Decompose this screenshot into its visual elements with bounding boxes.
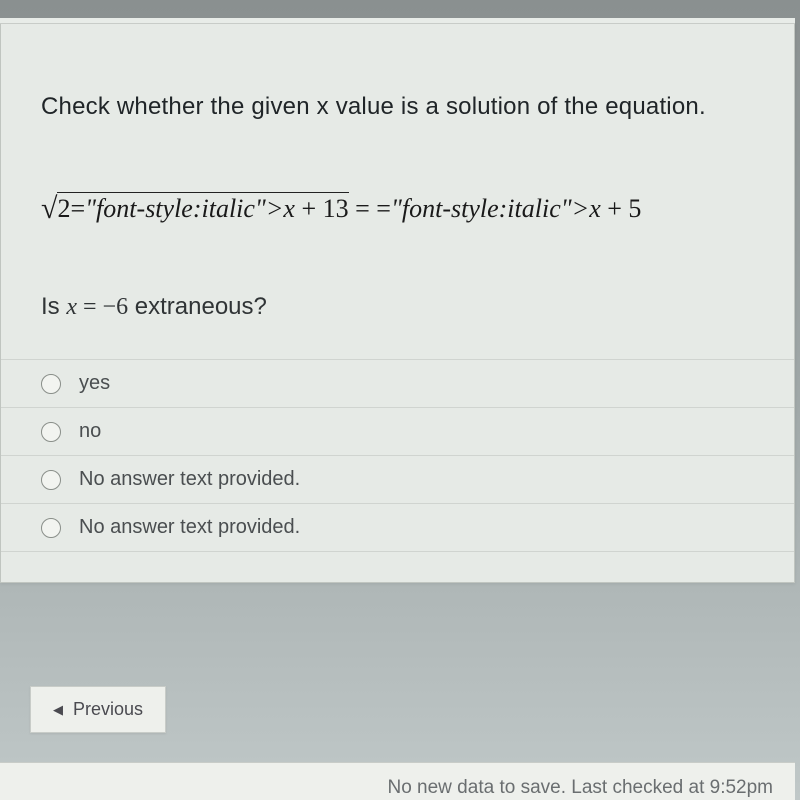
sqrt-symbol: √: [41, 192, 57, 225]
radio-icon: [41, 470, 61, 490]
options-list: yes no No answer text provided. No answe…: [1, 359, 794, 552]
equation-display: √2="font-style:italic">x + 13 = ="font-s…: [1, 141, 794, 245]
radio-icon: [41, 422, 61, 442]
save-status-text: No new data to save. Last checked at 9:5…: [387, 777, 773, 798]
option-no[interactable]: no: [1, 407, 794, 455]
question-card: Check whether the given x value is a sol…: [0, 22, 795, 583]
option-label: yes: [79, 372, 110, 395]
save-status-banner: No new data to save. Last checked at 9:5…: [0, 762, 795, 800]
sub-value: −6: [103, 294, 129, 320]
option-yes[interactable]: yes: [1, 359, 794, 407]
equation-radicand: 2="font-style:italic">x + 13: [57, 192, 348, 223]
option-blank-1[interactable]: No answer text provided.: [1, 455, 794, 503]
sub-variable: x: [66, 294, 77, 320]
radio-icon: [41, 518, 61, 538]
question-prompt: Check whether the given x value is a sol…: [1, 23, 794, 141]
caret-left-icon: ◀: [53, 702, 63, 718]
sub-eq: =: [77, 294, 103, 320]
option-label: No answer text provided.: [79, 516, 300, 539]
screen-root: Check whether the given x value is a sol…: [0, 0, 800, 800]
sub-suffix: extraneous?: [128, 293, 267, 320]
radio-icon: [41, 374, 61, 394]
option-blank-2[interactable]: No answer text provided.: [1, 503, 794, 552]
equation-rhs: = ="font-style:italic">x + 5: [349, 194, 642, 223]
previous-button[interactable]: ◀ Previous: [30, 686, 166, 733]
option-label: No answer text provided.: [79, 468, 300, 491]
question-sub: Is x = −6 extraneous?: [1, 245, 794, 339]
option-label: no: [79, 420, 101, 443]
card-top-divider: [0, 18, 795, 24]
previous-label: Previous: [73, 699, 143, 720]
sub-prefix: Is: [41, 293, 66, 320]
